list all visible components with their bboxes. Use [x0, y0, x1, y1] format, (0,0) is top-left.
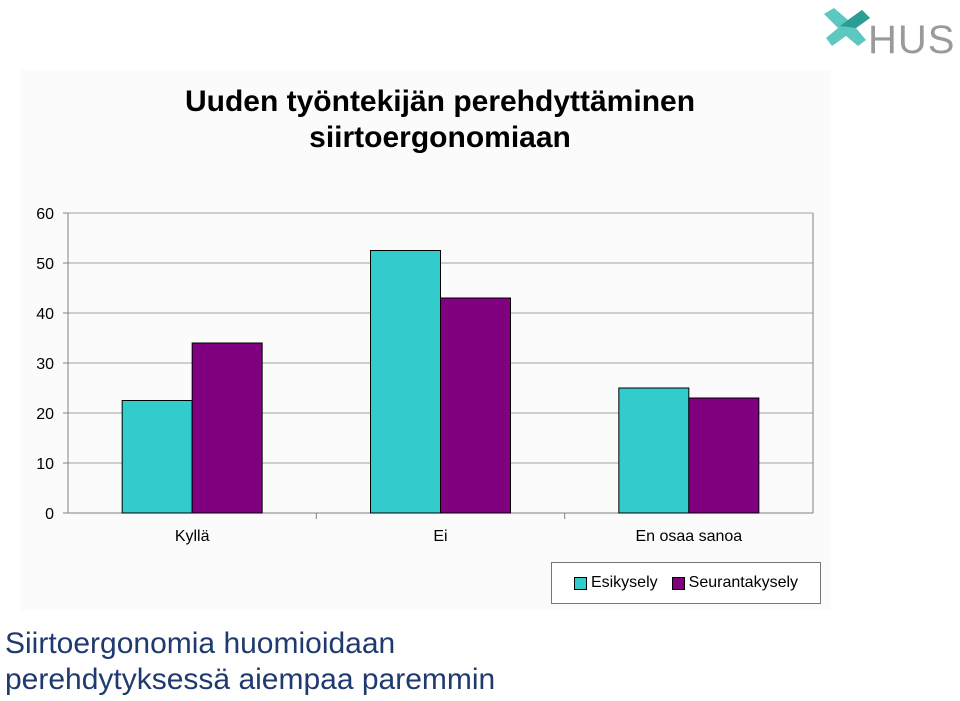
y-tick-label-10: 10	[36, 456, 54, 473]
y-tick-label-20: 20	[36, 406, 54, 423]
x-tick-label-1: Kyllä	[175, 528, 210, 545]
legend-swatch-esikysely	[573, 576, 587, 590]
y-tick-label-40: 40	[36, 306, 54, 323]
bar-seurantakysely-1	[191, 342, 263, 514]
y-tick-label-60: 60	[36, 206, 54, 223]
bar-esikysely-3	[618, 387, 690, 514]
logo-text: HUS	[868, 18, 956, 62]
hus-cross-logo-icon	[824, 8, 870, 46]
x-tick-label-2: Ei	[433, 528, 447, 545]
y-tick-label-0: 0	[45, 506, 54, 523]
caption-line-2: perehdytyksessä aiempaa paremmin	[5, 663, 496, 696]
legend-label-esikysely: Esikysely	[590, 574, 658, 591]
legend-label-seurantakysely: Seurantakysely	[688, 574, 799, 591]
bar-esikysely-2	[370, 250, 441, 514]
legend-item-esikysely: Esikysely	[573, 574, 658, 592]
bars	[121, 250, 760, 514]
x-tick-label-3: En osaa sanoa	[635, 528, 742, 545]
y-tick-label-30: 30	[36, 356, 54, 373]
y-tick-label-50: 50	[36, 256, 54, 273]
hus-logo: HUS	[820, 6, 960, 66]
chart-legend: Esikysely Seurantakysely	[551, 562, 821, 604]
chart-title-line-2: siirtoergonomiaan	[309, 121, 571, 154]
legend-swatch-seurantakysely	[671, 576, 685, 590]
slide-caption: Siirtoergonomia huomioidaan perehdytykse…	[5, 626, 905, 698]
legend-item-seurantakysely: Seurantakysely	[671, 574, 799, 592]
chart-title: Uuden työntekijän perehdyttäminen siirto…	[20, 84, 860, 156]
bar-seurantakysely-2	[440, 297, 511, 514]
caption-line-1: Siirtoergonomia huomioidaan	[5, 627, 396, 660]
bar-seurantakysely-3	[688, 397, 760, 514]
bar-esikysely-1	[121, 400, 193, 514]
tick-labels: 0 10 20 30 40 50 60 Kyllä Ei En osaa sanoa	[36, 206, 742, 545]
chart-title-line-1: Uuden työntekijän perehdyttäminen	[184, 85, 696, 118]
